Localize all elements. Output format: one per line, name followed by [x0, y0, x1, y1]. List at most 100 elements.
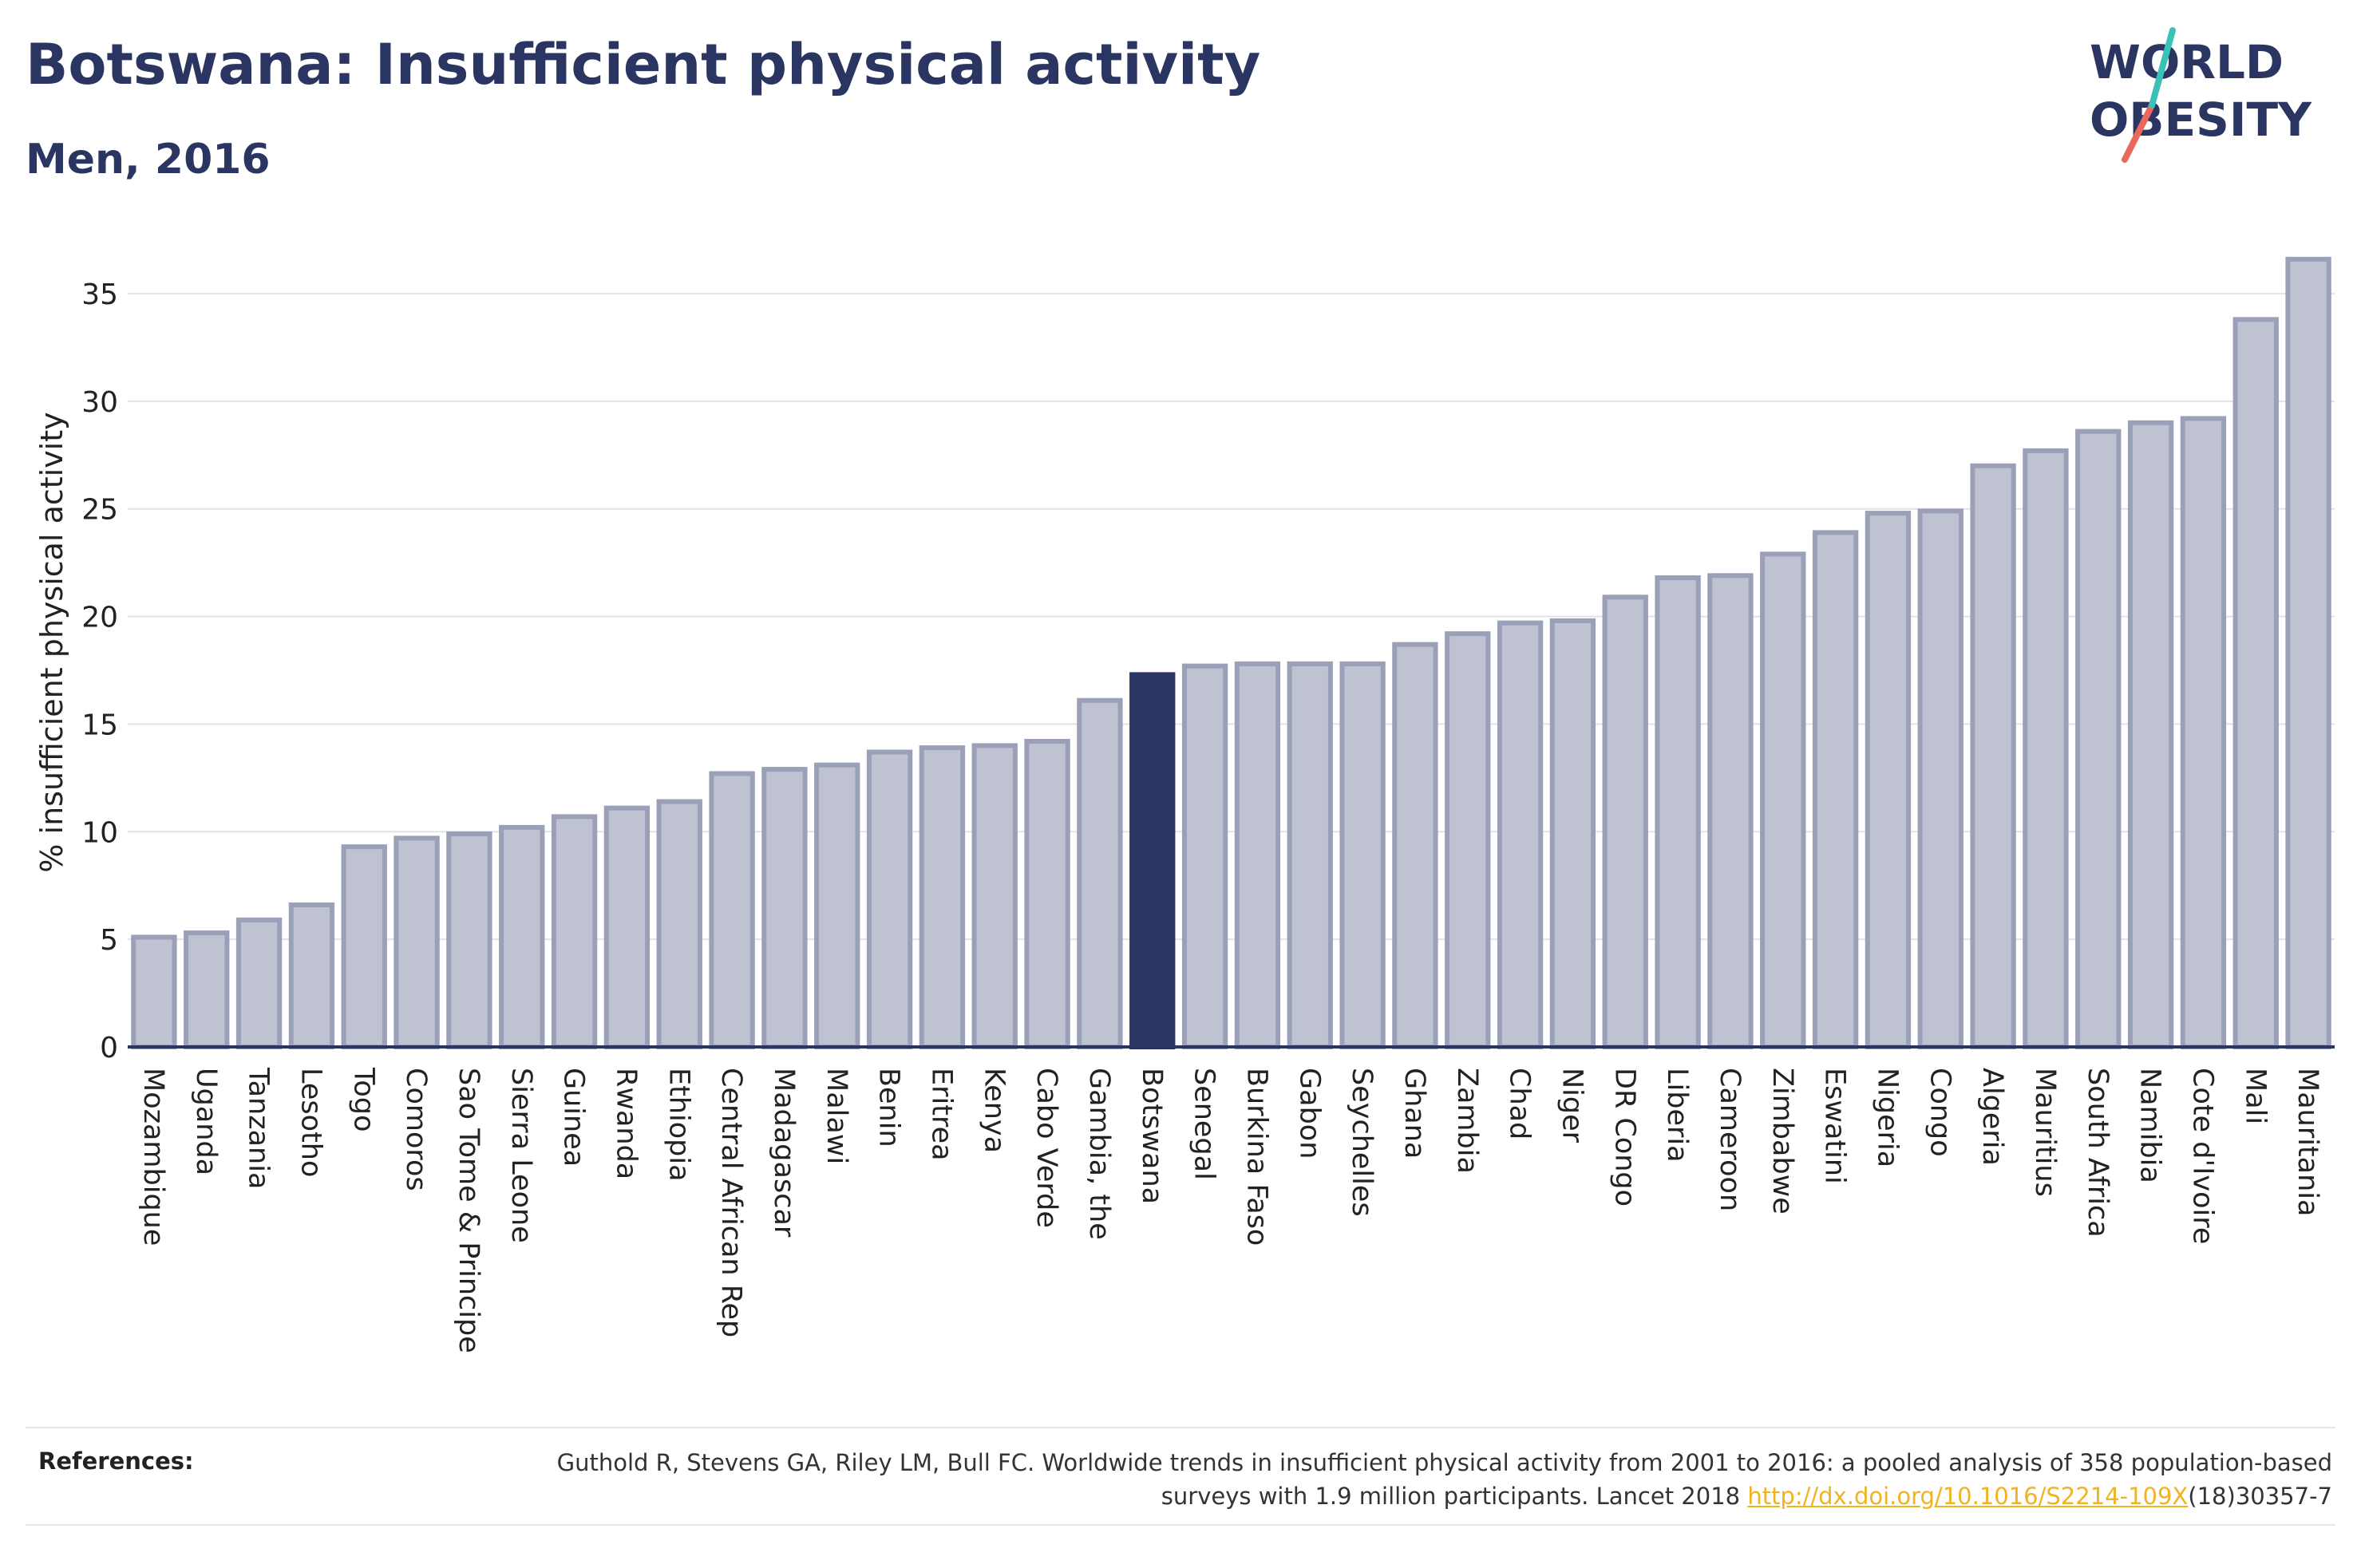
bar: [341, 844, 387, 1050]
bar: [709, 771, 755, 1049]
y-tick-label: 25: [81, 494, 118, 527]
y-tick-label: 30: [81, 386, 118, 419]
bar: [184, 930, 230, 1049]
x-tick-label: Mali: [2239, 1068, 2271, 1124]
bar: [1497, 620, 1544, 1049]
bar: [1339, 661, 1386, 1049]
bar: [1024, 739, 1070, 1050]
logo-line1: WORLD: [2090, 35, 2284, 89]
bar: [1707, 573, 1754, 1049]
x-tick-label: Gambia, the: [1083, 1068, 1115, 1240]
x-tick-label: Sierra Leone: [505, 1068, 537, 1243]
x-tick-label: Zimbabwe: [1766, 1068, 1798, 1215]
y-tick-label: 35: [81, 278, 118, 311]
bar: [1077, 697, 1123, 1049]
x-tick-label: Sao Tome & Principe: [453, 1068, 484, 1353]
bar: [288, 902, 335, 1049]
bar: [1181, 663, 1228, 1049]
x-tick-label: Ghana: [1398, 1068, 1430, 1159]
bar: [551, 814, 598, 1049]
x-tick-label: Tanzania: [243, 1067, 275, 1189]
references-text: Guthold R, Stevens GA, Riley LM, Bull FC…: [496, 1446, 2332, 1513]
references-citation-tail: (18)30357-7: [2188, 1483, 2332, 1510]
x-tick-label: DR Congo: [1608, 1068, 1640, 1207]
x-tick-label: Rwanda: [610, 1068, 642, 1179]
x-tick-label: Nigeria: [1871, 1068, 1903, 1167]
x-tick-label: Togo: [347, 1067, 379, 1132]
bar: [2127, 420, 2174, 1049]
x-tick-label: Burkina Faso: [1240, 1068, 1272, 1246]
x-tick-label: Central African Rep: [715, 1068, 747, 1337]
x-tick-label: Algeria: [1976, 1068, 2008, 1166]
chart-title: Botswana: Insufficient physical activity: [26, 32, 1261, 97]
y-tick-label: 0: [100, 1032, 118, 1064]
x-tick-label: Eritrea: [925, 1068, 957, 1161]
bar: [1549, 618, 1596, 1049]
references-doi-link[interactable]: http://dx.doi.org/10.1016/S2214-109X: [1747, 1483, 2189, 1510]
x-tick-label: Gabon: [1293, 1068, 1325, 1159]
bar: [1445, 631, 1491, 1049]
chart-subtitle: Men, 2016: [26, 136, 271, 184]
x-tick-label: Senegal: [1188, 1068, 1220, 1180]
x-tick-label: Mauritius: [2029, 1068, 2061, 1197]
logo-line2: OBESITY: [2090, 93, 2312, 147]
bar: [919, 745, 966, 1050]
x-tick-label: Uganda: [190, 1068, 222, 1175]
axes: 0 5 10 15 20 25 30 35 Mozambique Uganda Tanzania Le…: [81, 278, 2335, 1353]
bar: [2075, 429, 2122, 1049]
x-tick-label: Zambia: [1451, 1068, 1483, 1174]
x-tick-label: Botswana: [1136, 1068, 1168, 1204]
x-tick-label: Benin: [873, 1068, 905, 1147]
bar: [1760, 551, 1806, 1049]
bar: [1812, 530, 1859, 1049]
x-tick-label: Kenya: [978, 1068, 1010, 1153]
x-tick-label: Madagascar: [768, 1068, 800, 1238]
bar: [1917, 508, 1964, 1049]
x-tick-label: Malawi: [821, 1068, 852, 1164]
y-tick-label: 5: [100, 924, 118, 957]
x-tick-label: South Africa: [2082, 1068, 2114, 1238]
x-tick-label: Eswatini: [1819, 1068, 1851, 1184]
x-tick-label: Seychelles: [1346, 1068, 1378, 1217]
world-obesity-logo: WORLD OBESITY: [2090, 27, 2312, 163]
y-axis-label: % insufficient physical activity: [34, 412, 69, 872]
x-tick-label: Liberia: [1661, 1068, 1693, 1163]
x-tick-label: Congo: [1924, 1068, 1956, 1157]
x-tick-label: Cabo Verde: [1030, 1068, 1062, 1228]
y-tick-label: 20: [81, 602, 118, 634]
x-tick-label: Namibia: [2134, 1068, 2166, 1183]
bar: [1655, 575, 1701, 1049]
bar: [1392, 642, 1438, 1049]
x-tick-label: Mozambique: [137, 1068, 169, 1246]
x-tick-label: Lesotho: [295, 1068, 326, 1177]
bars: [131, 256, 2331, 1050]
bar: [2023, 448, 2069, 1049]
references-citation: Guthold R, Stevens GA, Riley LM, Bull FC…: [556, 1449, 2332, 1510]
logo-slash-lower: [2122, 102, 2155, 163]
bar: [656, 799, 702, 1049]
bar-chart: 0 5 10 15 20 25 30 35 Mozambique Uganda Tanzania Le…: [34, 256, 2335, 1353]
bar: [1287, 661, 1333, 1049]
bar: [2285, 256, 2331, 1049]
bar: [2180, 416, 2227, 1049]
x-tick-label: Cameroon: [1714, 1068, 1746, 1211]
x-tick-label: Ethiopia: [662, 1068, 694, 1182]
x-tick-label: Comoros: [400, 1068, 432, 1191]
bar: [1602, 594, 1648, 1049]
x-tick-label: Cote d'Ivoire: [2186, 1068, 2218, 1244]
x-tick-label: Guinea: [558, 1068, 590, 1167]
y-tick-label: 10: [81, 816, 118, 849]
bar: [1970, 463, 2016, 1049]
bar: [603, 805, 651, 1049]
bar: [1234, 661, 1281, 1049]
references-bottom-rule: [26, 1524, 2335, 1526]
gridlines: [128, 293, 2335, 941]
bar: [2232, 317, 2279, 1049]
bar: [446, 831, 492, 1050]
x-tick-label: Mauritania: [2292, 1068, 2323, 1216]
bar: [131, 934, 177, 1049]
bar: [499, 824, 545, 1050]
bar: [971, 743, 1018, 1050]
bar: [761, 767, 808, 1049]
bar: [1865, 511, 1912, 1049]
